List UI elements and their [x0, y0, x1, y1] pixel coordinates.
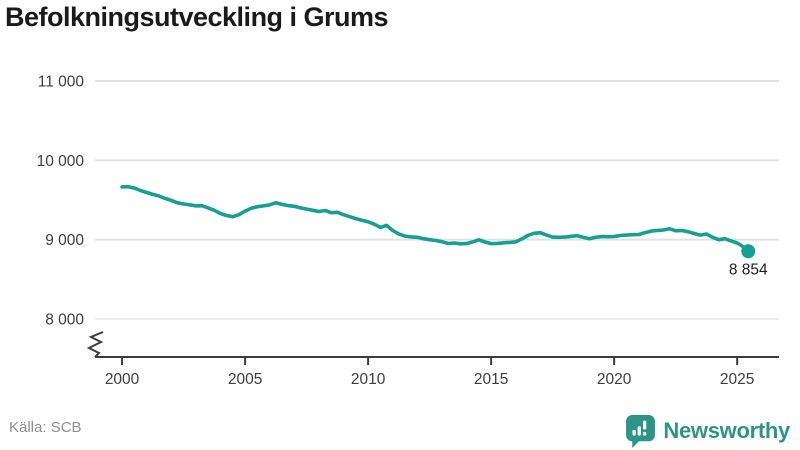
axis-break-squiggle — [86, 331, 104, 358]
source-label: Källa: SCB — [9, 419, 82, 436]
newsworthy-logo[interactable]: Newsworthy — [626, 413, 790, 449]
brand-name: Newsworthy — [663, 418, 790, 443]
last-point-marker — [741, 244, 756, 259]
x-axis-label-2015: 2015 — [474, 371, 508, 388]
x-axis-label-2000: 2000 — [105, 371, 140, 388]
y-axis-label-11000: 11 000 — [38, 74, 85, 91]
chart-title: Befolkningsutveckling i Grums — [5, 2, 389, 32]
x-axis-label-2020: 2020 — [597, 371, 632, 388]
bar-tall — [638, 425, 642, 436]
newsworthy-icon — [626, 414, 656, 448]
x-axis-label-2010: 2010 — [351, 371, 386, 388]
exclamation-dot — [643, 431, 647, 436]
x-axis-label-2005: 2005 — [228, 371, 262, 388]
exclamation-line — [643, 420, 647, 429]
y-axis-label-8000: 8 000 — [45, 312, 84, 329]
population-line-chart: 8 000 9 000 10 000 11 000 2000 2005 2010 2015 20… — [37, 74, 779, 388]
y-axis-label-9000: 9 000 — [45, 232, 84, 249]
x-axis-label-2025: 2025 — [720, 371, 754, 388]
y-axis-label-10000: 10 000 — [37, 153, 85, 170]
bar-short — [632, 429, 637, 436]
last-value-label: 8 854 — [729, 262, 768, 279]
population-line — [120, 184, 750, 253]
